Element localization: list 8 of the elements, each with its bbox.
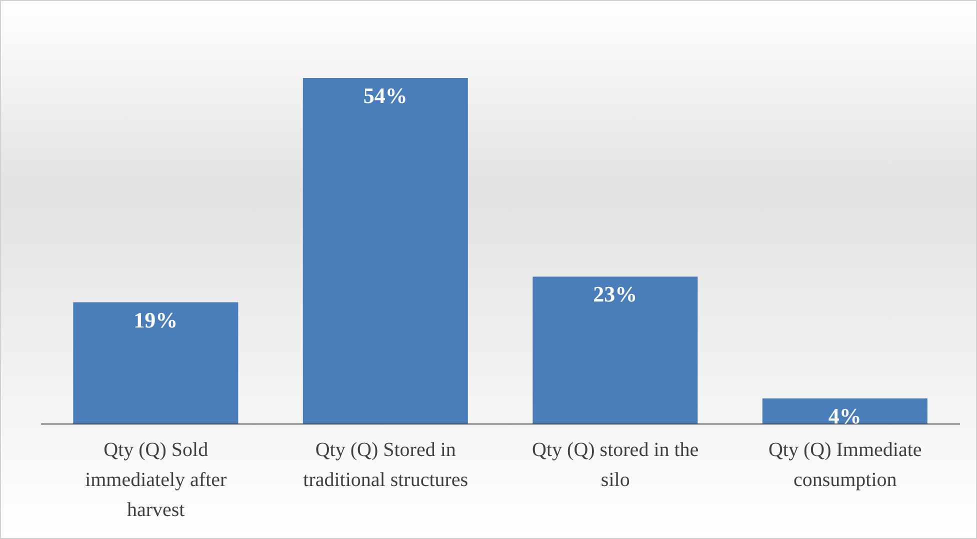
x-tick-label: Qty (Q) stored in the silo (532, 439, 699, 491)
x-tick-label: Qty (Q) Immediate consumption (768, 439, 922, 491)
data-label: 19% (134, 307, 178, 332)
data-label: 54% (363, 83, 408, 108)
data-label: 4% (828, 403, 862, 428)
data-label: 23% (593, 282, 638, 307)
x-tick-label: Qty (Q) Stored in traditional structures (303, 439, 468, 491)
x-tick-label: Qty (Q) Sold immediately after harvest (85, 439, 228, 521)
